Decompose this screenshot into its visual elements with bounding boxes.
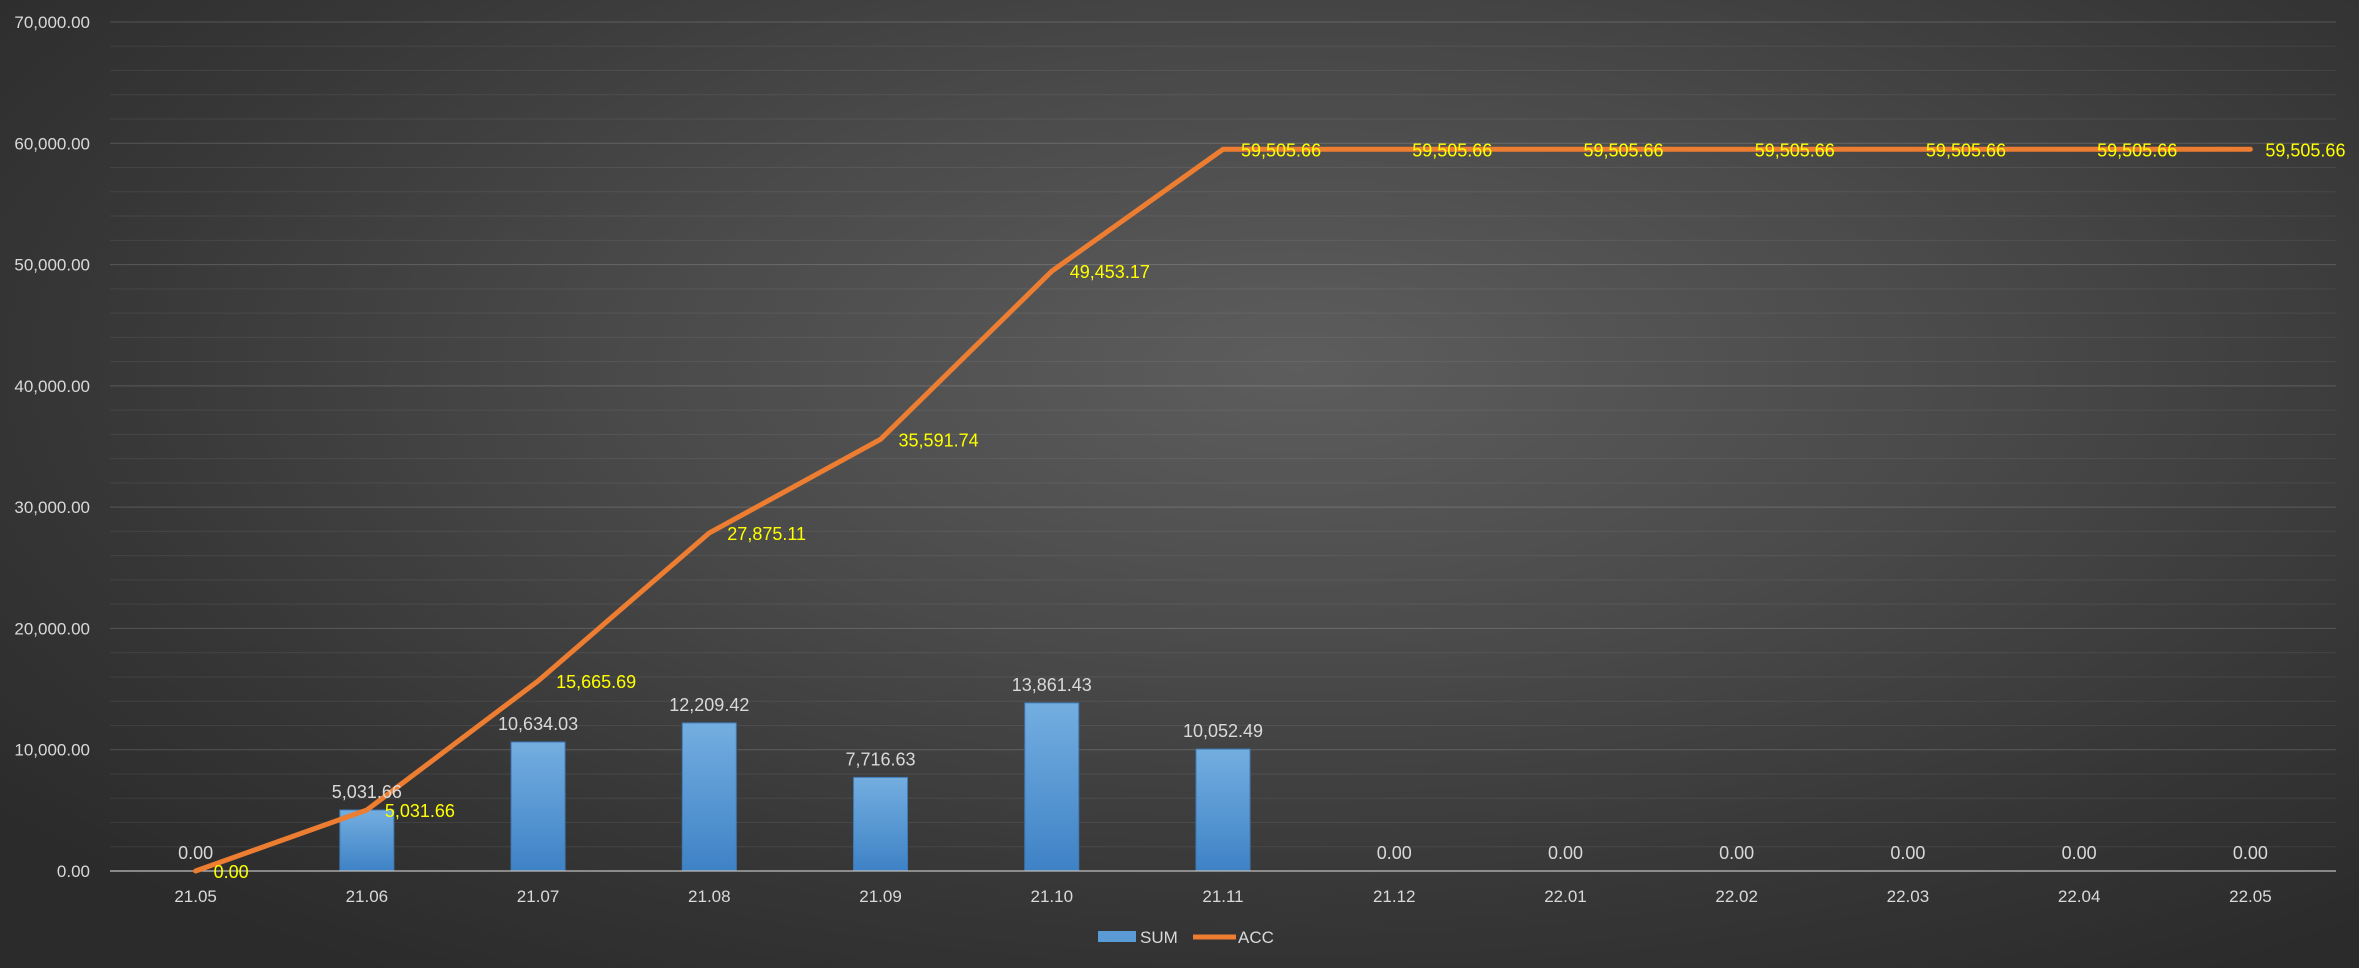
x-tick-label: 21.06 xyxy=(346,887,389,906)
sum-data-label: 0.00 xyxy=(1890,843,1925,863)
acc-data-label: 59,505.66 xyxy=(2097,140,2177,160)
y-tick-label: 70,000.00 xyxy=(14,13,90,32)
sum-data-label: 10,634.03 xyxy=(498,714,578,734)
y-tick-label: 10,000.00 xyxy=(14,741,90,760)
sum-data-labels: 0.00 5,031.66 10,634.03 12,209.42 7,716.63 13… xyxy=(178,675,2268,863)
y-tick-label: 30,000.00 xyxy=(14,498,90,517)
acc-data-label: 5,031.66 xyxy=(385,801,455,821)
y-axis: 0.00 10,000.00 20,000.00 30,000.00 40,000.00… xyxy=(14,13,90,881)
sum-bar xyxy=(853,776,909,872)
acc-data-label: 27,875.11 xyxy=(727,524,806,544)
x-tick-label: 22.05 xyxy=(2229,887,2272,906)
sum-data-label: 10,052.49 xyxy=(1183,721,1263,741)
x-tick-label: 22.02 xyxy=(1715,887,1758,906)
sum-bar xyxy=(510,741,566,872)
acc-data-label: 59,505.66 xyxy=(1755,140,1835,160)
x-tick-label: 21.07 xyxy=(517,887,560,906)
x-tick-label: 21.05 xyxy=(174,887,217,906)
acc-data-label: 59,505.66 xyxy=(2265,140,2345,160)
sum-data-label: 7,716.63 xyxy=(845,749,915,769)
sum-bars xyxy=(339,702,1251,872)
y-tick-label: 60,000.00 xyxy=(14,134,90,153)
sum-bar xyxy=(681,722,737,872)
sum-data-label: 12,209.42 xyxy=(669,695,749,715)
sum-data-label: 0.00 xyxy=(1377,843,1412,863)
x-tick-label: 21.11 xyxy=(1202,887,1243,906)
acc-data-label: 15,665.69 xyxy=(556,672,636,692)
acc-data-label: 59,505.66 xyxy=(1583,140,1663,160)
legend: SUM ACC xyxy=(1098,928,1274,947)
sum-data-label: 5,031.66 xyxy=(332,782,402,802)
acc-line xyxy=(193,146,2253,874)
x-tick-label: 21.10 xyxy=(1030,887,1073,906)
acc-data-label: 49,453.17 xyxy=(1070,262,1150,282)
legend-acc-label: ACC xyxy=(1238,928,1274,947)
x-tick-label: 21.08 xyxy=(688,887,731,906)
acc-data-label: 59,505.66 xyxy=(1926,140,2006,160)
legend-sum-swatch xyxy=(1098,931,1136,942)
sum-bar xyxy=(1024,702,1080,872)
acc-series-line xyxy=(193,146,2253,874)
x-axis: 21.05 21.06 21.07 21.08 21.09 21.10 21.11 21.12… xyxy=(174,887,2271,906)
sum-bar xyxy=(1195,748,1251,872)
y-tick-label: 0.00 xyxy=(57,862,90,881)
sum-data-label: 0.00 xyxy=(2062,843,2097,863)
acc-data-labels: 0.00 5,031.66 15,665.69 27,875.11 35,591.74 4… xyxy=(214,140,2346,882)
acc-data-label: 35,591.74 xyxy=(899,430,979,450)
y-tick-label: 40,000.00 xyxy=(14,377,90,396)
x-tick-label: 22.04 xyxy=(2058,887,2101,906)
y-tick-label: 50,000.00 xyxy=(14,256,90,275)
x-tick-label: 22.01 xyxy=(1544,887,1587,906)
x-tick-label: 21.09 xyxy=(859,887,902,906)
y-tick-label: 20,000.00 xyxy=(14,619,90,638)
x-tick-label: 22.03 xyxy=(1887,887,1930,906)
sum-data-label: 0.00 xyxy=(1548,843,1583,863)
acc-data-label: 59,505.66 xyxy=(1241,140,1321,160)
sum-data-label: 0.00 xyxy=(1719,843,1754,863)
sum-data-label: 0.00 xyxy=(178,843,213,863)
acc-data-label: 59,505.66 xyxy=(1412,140,1492,160)
sum-data-label: 0.00 xyxy=(2233,843,2268,863)
acc-data-label: 0.00 xyxy=(214,862,249,882)
legend-sum-label: SUM xyxy=(1140,928,1178,947)
x-tick-label: 21.12 xyxy=(1373,887,1416,906)
sum-data-label: 13,861.43 xyxy=(1012,675,1092,695)
